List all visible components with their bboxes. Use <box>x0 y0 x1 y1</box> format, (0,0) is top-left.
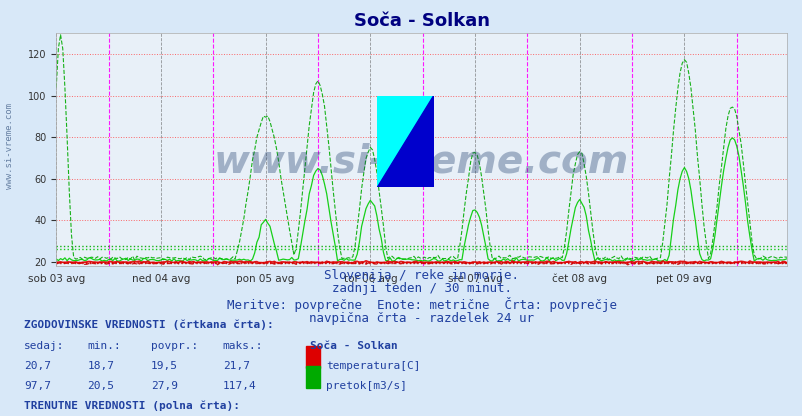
Text: maks.:: maks.: <box>222 341 263 351</box>
Text: povpr.:: povpr.: <box>151 341 198 351</box>
Text: www.si-vreme.com: www.si-vreme.com <box>5 103 14 188</box>
Bar <box>306 346 320 368</box>
Text: min.:: min.: <box>87 341 121 351</box>
Text: www.si-vreme.com: www.si-vreme.com <box>213 142 629 181</box>
Text: Slovenija / reke in morje.: Slovenija / reke in morje. <box>324 269 518 282</box>
Text: 117,4: 117,4 <box>222 381 256 391</box>
Bar <box>306 366 320 388</box>
Text: 97,7: 97,7 <box>24 381 51 391</box>
Text: ZGODOVINSKE VREDNOSTI (črtkana črta):: ZGODOVINSKE VREDNOSTI (črtkana črta): <box>24 319 273 329</box>
Polygon shape <box>377 96 433 187</box>
Text: pretok[m3/s]: pretok[m3/s] <box>326 381 407 391</box>
Text: 19,5: 19,5 <box>151 361 178 371</box>
Text: temperatura[C]: temperatura[C] <box>326 361 420 371</box>
Text: navpična črta - razdelek 24 ur: navpična črta - razdelek 24 ur <box>309 312 533 325</box>
Title: Soča - Solkan: Soča - Solkan <box>353 12 489 30</box>
Text: 21,7: 21,7 <box>222 361 249 371</box>
Text: Meritve: povprečne  Enote: metrične  Črta: povprečje: Meritve: povprečne Enote: metrične Črta:… <box>226 297 616 312</box>
Text: zadnji teden / 30 minut.: zadnji teden / 30 minut. <box>331 282 511 295</box>
Text: 20,7: 20,7 <box>24 361 51 371</box>
Text: TRENUTNE VREDNOSTI (polna črta):: TRENUTNE VREDNOSTI (polna črta): <box>24 400 240 411</box>
Text: 27,9: 27,9 <box>151 381 178 391</box>
Text: sedaj:: sedaj: <box>24 341 64 351</box>
Polygon shape <box>377 96 433 187</box>
Text: Soča - Solkan: Soča - Solkan <box>310 341 397 351</box>
Text: 20,5: 20,5 <box>87 381 115 391</box>
Text: 18,7: 18,7 <box>87 361 115 371</box>
